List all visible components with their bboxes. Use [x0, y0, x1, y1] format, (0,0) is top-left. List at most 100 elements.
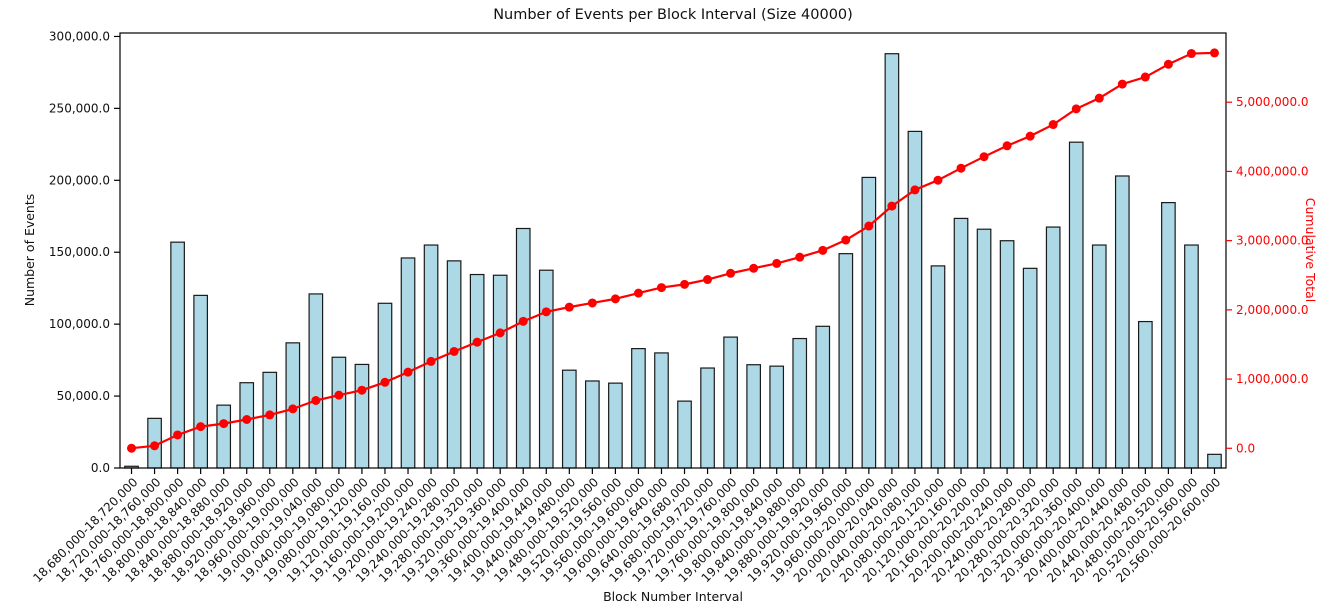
bar — [423, 244, 439, 469]
bar — [999, 240, 1015, 469]
cumulative-point — [818, 245, 828, 255]
cumulative-point — [242, 415, 252, 424]
cumulative-point — [979, 152, 989, 162]
cumulative-point — [311, 396, 321, 405]
bar — [815, 325, 831, 469]
cumulative-point — [656, 283, 666, 293]
y-tick-label-left: 300,000.0 — [49, 29, 110, 43]
bar — [884, 53, 900, 469]
cumulative-point — [910, 185, 920, 195]
bar — [584, 380, 600, 469]
cumulative-point — [426, 356, 436, 366]
cumulative-point — [1117, 79, 1127, 89]
cumulative-point — [564, 302, 574, 312]
bar — [723, 336, 738, 469]
cumulative-point — [541, 307, 551, 317]
y-tick-label-left: 200,000.0 — [49, 173, 110, 187]
bar — [193, 294, 208, 469]
bar — [239, 382, 255, 469]
y-tick-label-right: 1,000,000.0 — [1236, 372, 1309, 386]
y-tick-label-left: 50,000.0 — [57, 389, 110, 403]
cumulative-point — [587, 298, 597, 308]
bar — [1068, 141, 1084, 469]
y-axis-label-left: Number of Events — [22, 194, 37, 307]
bar — [262, 371, 278, 469]
cumulative-point — [288, 404, 298, 414]
cumulative-point — [864, 221, 874, 231]
bar — [1137, 320, 1153, 469]
bar — [838, 253, 854, 469]
cumulative-point — [795, 252, 805, 262]
bar — [515, 227, 531, 469]
cumulative-point — [403, 367, 413, 377]
cumulative-point — [472, 337, 482, 347]
bar — [631, 348, 646, 469]
cumulative-point — [887, 201, 897, 211]
y-tick-label-right: 0.0 — [1236, 441, 1255, 455]
cumulative-point — [749, 263, 759, 273]
bar — [700, 367, 715, 469]
bar — [608, 382, 623, 469]
cumulative-point — [1163, 59, 1173, 69]
cumulative-point — [1140, 72, 1150, 82]
cumulative-point — [357, 385, 367, 395]
cumulative-point — [1186, 49, 1196, 59]
y-tick-label-left: 150,000.0 — [49, 245, 110, 259]
bar — [492, 274, 508, 469]
cumulative-point — [380, 377, 390, 387]
bar — [331, 356, 347, 469]
bar — [1022, 267, 1038, 469]
cumulative-point — [1025, 131, 1035, 141]
cumulative-point — [518, 316, 528, 326]
y-tick-label-right: 3,000,000.0 — [1236, 234, 1309, 248]
bar — [976, 228, 992, 469]
y-tick-label-right: 4,000,000.0 — [1236, 164, 1309, 178]
cumulative-point — [956, 163, 966, 173]
bar — [538, 269, 554, 469]
cumulative-point — [1209, 48, 1219, 58]
cumulative-point — [772, 258, 782, 268]
cumulative-point — [933, 175, 943, 185]
cumulative-point — [610, 294, 620, 304]
bar — [953, 217, 969, 469]
bar — [1161, 202, 1176, 469]
cumulative-point — [703, 275, 713, 285]
bar — [400, 257, 416, 469]
cumulative-point — [449, 346, 459, 356]
y-tick-label-right: 5,000,000.0 — [1236, 95, 1309, 109]
y-tick-label-left: 100,000.0 — [49, 317, 110, 331]
bar — [746, 364, 762, 469]
cumulative-point — [1094, 93, 1104, 103]
cumulative-point — [196, 422, 206, 432]
bar — [1207, 453, 1222, 469]
chart-title: Number of Events per Block Interval (Siz… — [493, 7, 853, 23]
cumulative-point — [219, 419, 229, 429]
bar — [469, 273, 485, 469]
cumulative-point — [841, 235, 851, 245]
bar — [308, 293, 324, 469]
bar — [930, 265, 946, 469]
bar — [792, 337, 808, 469]
bar — [561, 369, 577, 469]
bar — [1091, 244, 1107, 469]
bar — [769, 365, 785, 469]
cumulative-point — [633, 288, 643, 298]
cumulative-point — [173, 430, 183, 440]
bar — [1184, 244, 1199, 469]
y-axis-label-right: Cumulative Total — [1303, 198, 1318, 303]
plot-frame — [119, 32, 1227, 469]
y-tick-label-left: 250,000.0 — [49, 101, 110, 115]
bar — [446, 260, 462, 469]
cumulative-point — [127, 443, 137, 453]
bar — [354, 363, 370, 469]
cumulative-point — [1002, 141, 1012, 151]
cumulative-point — [150, 441, 160, 451]
y-tick-label-right: 2,000,000.0 — [1236, 303, 1309, 317]
cumulative-point — [495, 328, 505, 338]
y-tick-label-left: 0.0 — [91, 461, 110, 475]
bar — [1045, 226, 1061, 469]
cumulative-point — [1048, 120, 1058, 130]
bar — [216, 404, 232, 469]
bar — [1114, 175, 1130, 469]
